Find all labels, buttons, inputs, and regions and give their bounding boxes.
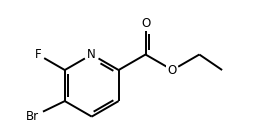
Text: Br: Br xyxy=(26,110,39,123)
Text: N: N xyxy=(87,48,96,61)
Text: O: O xyxy=(168,63,177,77)
Text: O: O xyxy=(141,17,150,30)
Text: F: F xyxy=(35,48,41,61)
